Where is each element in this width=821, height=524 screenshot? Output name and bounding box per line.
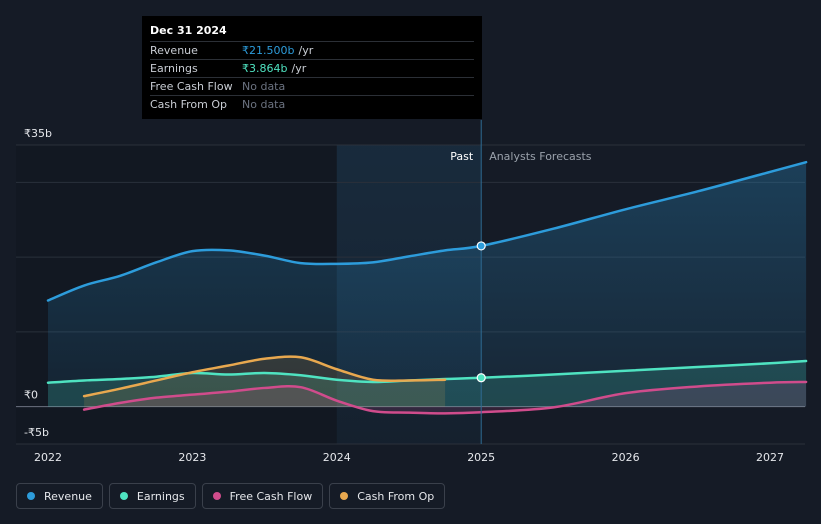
x-tick-label: 2023 <box>178 451 206 464</box>
revenue-marker <box>476 241 486 251</box>
y-tick-label: -₹5b <box>24 426 49 439</box>
earnings-line <box>46 359 808 384</box>
earnings-dot-icon <box>119 492 128 500</box>
x-tick-label: 2025 <box>467 451 495 464</box>
free-cash-flow-line <box>82 380 808 415</box>
tooltip: Dec 31 2024 Revenue ₹21.500b /yr Earning… <box>142 16 482 119</box>
legend-item-earnings[interactable]: Earnings <box>108 483 196 509</box>
tooltip-unit: /yr <box>291 62 307 75</box>
past-label: Past <box>450 150 474 163</box>
tooltip-label: Free Cash Flow <box>150 80 233 93</box>
legend-label: Cash From Op <box>357 489 435 503</box>
legend: Revenue Earnings Free Cash Flow Cash Fro… <box>16 483 446 509</box>
forecast-label: Analysts Forecasts <box>489 150 592 163</box>
revenue-area <box>48 162 807 407</box>
tooltip-row-earnings: Earnings ₹3.864b /yr <box>150 59 474 77</box>
x-tick-label: 2027 <box>756 451 784 464</box>
legend-item-free-cash-flow[interactable]: Free Cash Flow <box>201 483 324 509</box>
y-tick-label: ₹0 <box>24 389 38 402</box>
legend-label: Earnings <box>136 489 185 503</box>
y-tick-label: ₹35b <box>24 127 52 140</box>
earnings-marker <box>476 373 486 383</box>
tooltip-value: ₹21.500b <box>242 44 295 57</box>
cash-from-op-line <box>82 355 447 398</box>
x-tick-label: 2022 <box>34 451 62 464</box>
tooltip-unit: /yr <box>298 44 314 57</box>
free-cash-flow-area <box>84 381 807 414</box>
tooltip-row-revenue: Revenue ₹21.500b /yr <box>150 41 474 59</box>
tooltip-date: Dec 31 2024 <box>150 24 227 37</box>
cash-from-op-dot-icon <box>340 492 349 500</box>
x-tick-label: 2024 <box>323 451 351 464</box>
tooltip-label: Cash From Op <box>150 98 228 111</box>
legend-label: Free Cash Flow <box>229 489 313 503</box>
tooltip-value: ₹3.864b <box>242 62 288 75</box>
legend-item-revenue[interactable]: Revenue <box>16 483 103 509</box>
revenue-line <box>46 160 808 302</box>
free-cash-flow-dot-icon <box>212 492 221 500</box>
tooltip-row-free-cash-flow: Free Cash Flow No data <box>150 77 474 95</box>
cash-from-op-area <box>84 356 446 407</box>
legend-label: Revenue <box>44 489 92 503</box>
tooltip-value: No data <box>242 80 286 93</box>
legend-item-cash-from-op[interactable]: Cash From Op <box>329 483 446 509</box>
tooltip-label: Revenue <box>150 44 198 57</box>
tooltip-row-cash-from-op: Cash From Op No data <box>150 95 474 113</box>
revenue-dot-icon <box>27 492 35 500</box>
tooltip-value: No data <box>242 98 286 111</box>
x-tick-label: 2026 <box>612 451 640 464</box>
chart-canvas: Past Analysts Forecasts ₹35b ₹0 -₹5b 2022 2… <box>16 120 808 464</box>
tooltip-label: Earnings <box>150 62 198 75</box>
